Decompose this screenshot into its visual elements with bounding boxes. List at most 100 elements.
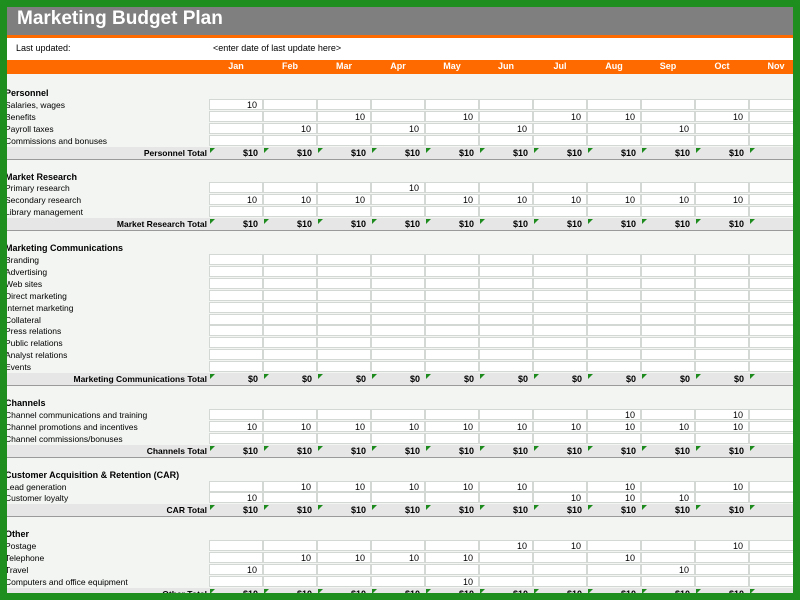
- budget-cell[interactable]: [425, 432, 479, 444]
- budget-cell[interactable]: [263, 337, 317, 349]
- budget-cell[interactable]: [695, 575, 749, 587]
- budget-cell[interactable]: [371, 134, 425, 146]
- budget-cell[interactable]: [587, 122, 641, 134]
- budget-cell[interactable]: [749, 575, 793, 587]
- budget-cell[interactable]: [695, 349, 749, 361]
- budget-cell[interactable]: [749, 349, 793, 361]
- budget-cell[interactable]: 10: [425, 575, 479, 587]
- budget-cell[interactable]: [533, 361, 587, 373]
- budget-cell[interactable]: [263, 182, 317, 194]
- total-cell[interactable]: $10: [209, 147, 263, 159]
- total-cell[interactable]: $0: [263, 373, 317, 385]
- budget-cell[interactable]: [587, 432, 641, 444]
- budget-cell[interactable]: [641, 408, 695, 420]
- budget-cell[interactable]: [749, 408, 793, 420]
- budget-cell[interactable]: [749, 134, 793, 146]
- total-cell[interactable]: $10: [371, 588, 425, 593]
- budget-cell[interactable]: 10: [641, 492, 695, 504]
- budget-cell[interactable]: [641, 552, 695, 564]
- budget-cell[interactable]: [479, 206, 533, 218]
- total-cell[interactable]: $10: [209, 218, 263, 230]
- budget-cell[interactable]: [425, 254, 479, 265]
- budget-cell[interactable]: [263, 206, 317, 218]
- budget-cell[interactable]: [371, 313, 425, 325]
- budget-cell[interactable]: [263, 349, 317, 361]
- budget-cell[interactable]: 10: [263, 122, 317, 134]
- budget-cell[interactable]: [749, 564, 793, 575]
- budget-cell[interactable]: [749, 206, 793, 218]
- budget-cell[interactable]: [587, 313, 641, 325]
- budget-cell[interactable]: [533, 349, 587, 361]
- budget-cell[interactable]: [641, 206, 695, 218]
- budget-cell[interactable]: [587, 361, 641, 373]
- budget-cell[interactable]: [479, 325, 533, 337]
- budget-cell[interactable]: [695, 277, 749, 289]
- budget-cell[interactable]: [695, 564, 749, 575]
- budget-cell[interactable]: [533, 325, 587, 337]
- budget-cell[interactable]: [641, 98, 695, 110]
- budget-cell[interactable]: [749, 301, 793, 313]
- budget-cell[interactable]: [425, 134, 479, 146]
- total-cell[interactable]: $10: [533, 218, 587, 230]
- budget-cell[interactable]: [263, 98, 317, 110]
- budget-cell[interactable]: [695, 134, 749, 146]
- budget-cell[interactable]: [641, 277, 695, 289]
- budget-cell[interactable]: [749, 277, 793, 289]
- budget-cell[interactable]: [749, 432, 793, 444]
- total-cell[interactable]: $10: [587, 445, 641, 457]
- budget-cell[interactable]: [209, 182, 263, 194]
- budget-cell[interactable]: [749, 325, 793, 337]
- total-cell[interactable]: $10: [479, 445, 533, 457]
- budget-cell[interactable]: 10: [641, 564, 695, 575]
- budget-cell[interactable]: [425, 325, 479, 337]
- budget-cell[interactable]: [533, 265, 587, 277]
- budget-cell[interactable]: [749, 254, 793, 265]
- budget-cell[interactable]: [425, 361, 479, 373]
- budget-cell[interactable]: [371, 575, 425, 587]
- total-cell[interactable]: $10: [425, 445, 479, 457]
- total-cell[interactable]: $10: [209, 504, 263, 516]
- budget-cell[interactable]: [641, 575, 695, 587]
- budget-cell[interactable]: [479, 277, 533, 289]
- budget-cell[interactable]: [209, 206, 263, 218]
- budget-cell[interactable]: 10: [479, 480, 533, 492]
- budget-cell[interactable]: [425, 540, 479, 552]
- budget-cell[interactable]: [479, 265, 533, 277]
- total-cell[interactable]: $: [749, 504, 793, 516]
- budget-cell[interactable]: [371, 194, 425, 206]
- budget-cell[interactable]: [533, 552, 587, 564]
- budget-cell[interactable]: [317, 182, 371, 194]
- total-cell[interactable]: $10: [641, 445, 695, 457]
- budget-cell[interactable]: 10: [209, 420, 263, 432]
- budget-cell[interactable]: 10: [209, 194, 263, 206]
- total-cell[interactable]: $10: [533, 147, 587, 159]
- budget-cell[interactable]: 10: [425, 110, 479, 122]
- budget-cell[interactable]: [317, 575, 371, 587]
- total-cell[interactable]: $10: [479, 147, 533, 159]
- total-cell[interactable]: $10: [533, 504, 587, 516]
- budget-cell[interactable]: [263, 277, 317, 289]
- budget-cell[interactable]: [479, 254, 533, 265]
- budget-cell[interactable]: 10: [317, 194, 371, 206]
- budget-cell[interactable]: [317, 122, 371, 134]
- budget-cell[interactable]: [479, 408, 533, 420]
- budget-cell[interactable]: [587, 265, 641, 277]
- total-cell[interactable]: $: [749, 218, 793, 230]
- total-cell[interactable]: $10: [587, 147, 641, 159]
- total-cell[interactable]: $: [749, 445, 793, 457]
- total-cell[interactable]: $10: [317, 218, 371, 230]
- budget-cell[interactable]: [533, 122, 587, 134]
- budget-cell[interactable]: [587, 98, 641, 110]
- budget-cell[interactable]: [317, 313, 371, 325]
- budget-cell[interactable]: 10: [479, 420, 533, 432]
- total-cell[interactable]: $10: [695, 147, 749, 159]
- budget-cell[interactable]: [371, 265, 425, 277]
- budget-cell[interactable]: [749, 492, 793, 504]
- total-cell[interactable]: $10: [695, 588, 749, 593]
- budget-cell[interactable]: [209, 349, 263, 361]
- budget-cell[interactable]: [263, 325, 317, 337]
- budget-cell[interactable]: [371, 301, 425, 313]
- budget-cell[interactable]: [317, 492, 371, 504]
- budget-cell[interactable]: [371, 110, 425, 122]
- budget-cell[interactable]: 10: [479, 194, 533, 206]
